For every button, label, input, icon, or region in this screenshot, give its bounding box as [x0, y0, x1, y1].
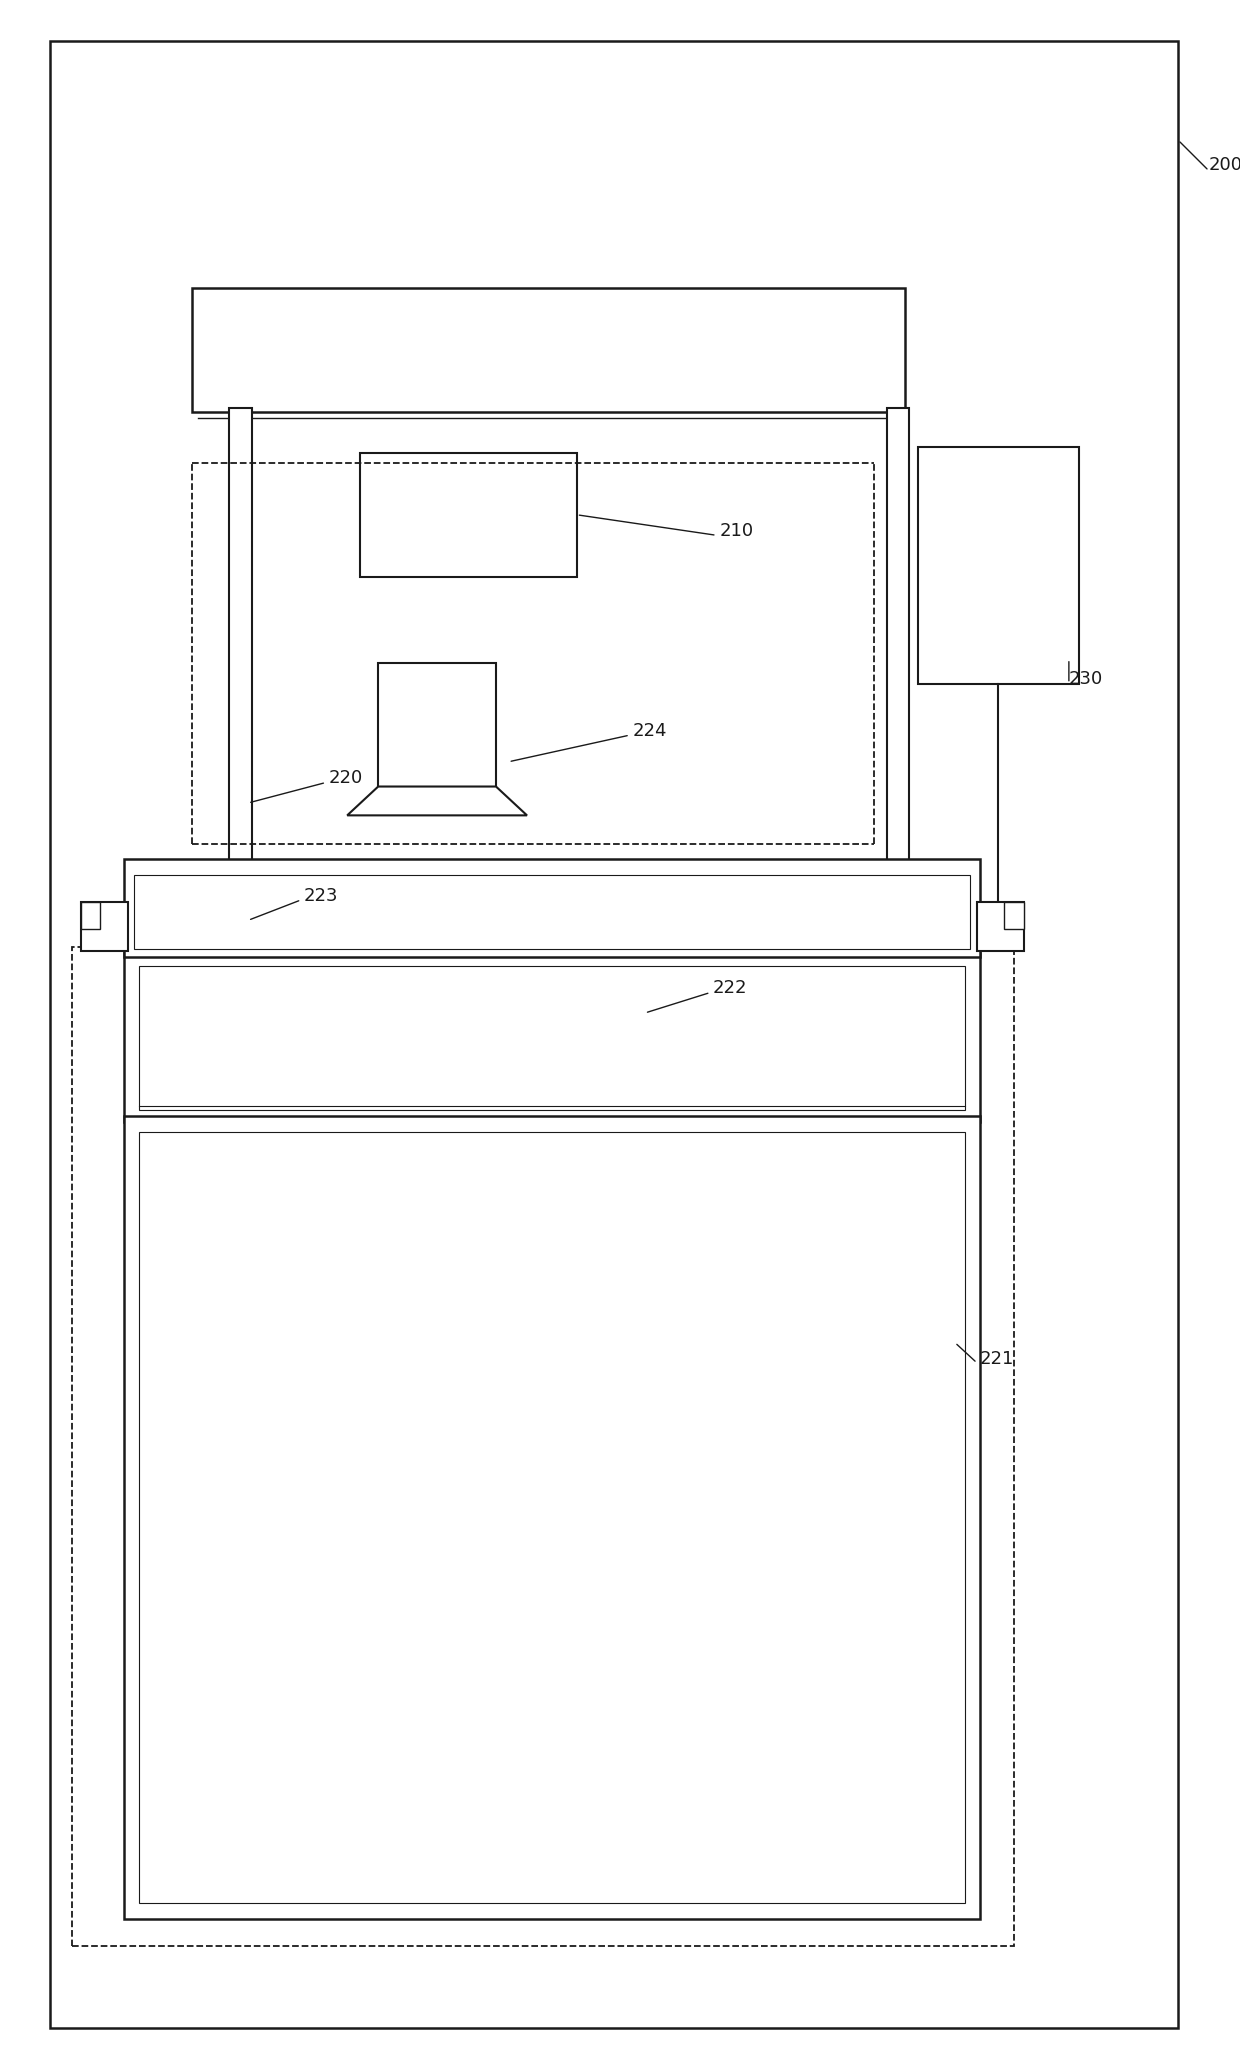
- Bar: [134, 875, 970, 949]
- Text: 200: 200: [1209, 156, 1240, 173]
- Bar: [229, 408, 252, 885]
- Polygon shape: [347, 787, 527, 815]
- Text: 223: 223: [304, 887, 339, 904]
- Text: 230: 230: [1069, 671, 1104, 688]
- Bar: [360, 453, 577, 577]
- Bar: [124, 953, 980, 1122]
- Bar: [918, 447, 1079, 684]
- Bar: [72, 947, 1014, 1946]
- Bar: [192, 288, 905, 412]
- Bar: [124, 859, 980, 957]
- Text: 221: 221: [980, 1351, 1014, 1367]
- Text: 210: 210: [719, 523, 754, 539]
- Bar: [124, 1116, 980, 1919]
- Bar: [977, 902, 1024, 951]
- Bar: [139, 966, 965, 1110]
- Bar: [81, 902, 100, 929]
- Bar: [887, 408, 909, 885]
- Bar: [1004, 902, 1024, 929]
- Bar: [81, 902, 128, 951]
- Bar: [378, 663, 496, 787]
- Text: 220: 220: [329, 770, 363, 787]
- Text: 222: 222: [713, 980, 748, 997]
- Text: 224: 224: [632, 723, 667, 739]
- Bar: [139, 1132, 965, 1903]
